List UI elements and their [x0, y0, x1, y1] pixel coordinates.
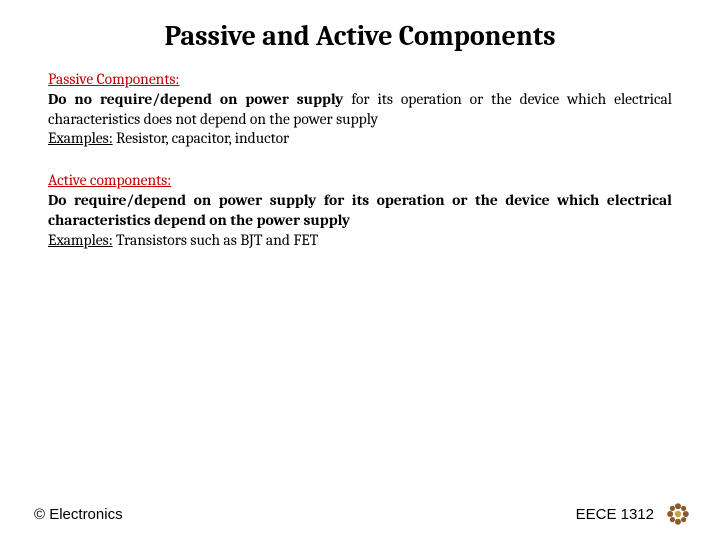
- footer: © Electronics EECE 1312: [0, 502, 720, 526]
- page-title: Passive and Active Components: [0, 0, 720, 70]
- content-area: Passive Components: Do no require/depend…: [0, 70, 720, 251]
- examples-label: Examples:: [48, 231, 113, 249]
- examples-text: Resistor, capacitor, inductor: [113, 129, 290, 147]
- logo-icon: [666, 502, 690, 526]
- section-bold-intro: Do no require/depend on power supply: [48, 90, 343, 108]
- examples-text: Transistors such as BJT and FET: [113, 231, 319, 249]
- footer-right: EECE 1312: [576, 502, 690, 526]
- section-heading: Passive Components:: [48, 70, 180, 88]
- footer-course-code: EECE 1312: [576, 506, 654, 523]
- examples-label: Examples:: [48, 129, 113, 147]
- slide: Passive and Active Components Passive Co…: [0, 0, 720, 540]
- section-active: Active components: Do require/depend on …: [48, 171, 672, 250]
- section-heading: Active components:: [48, 171, 171, 189]
- footer-left: © Electronics: [34, 506, 123, 523]
- section-passive: Passive Components: Do no require/depend…: [48, 70, 672, 149]
- section-bold-intro: Do require/depend on power supply for it…: [48, 191, 672, 229]
